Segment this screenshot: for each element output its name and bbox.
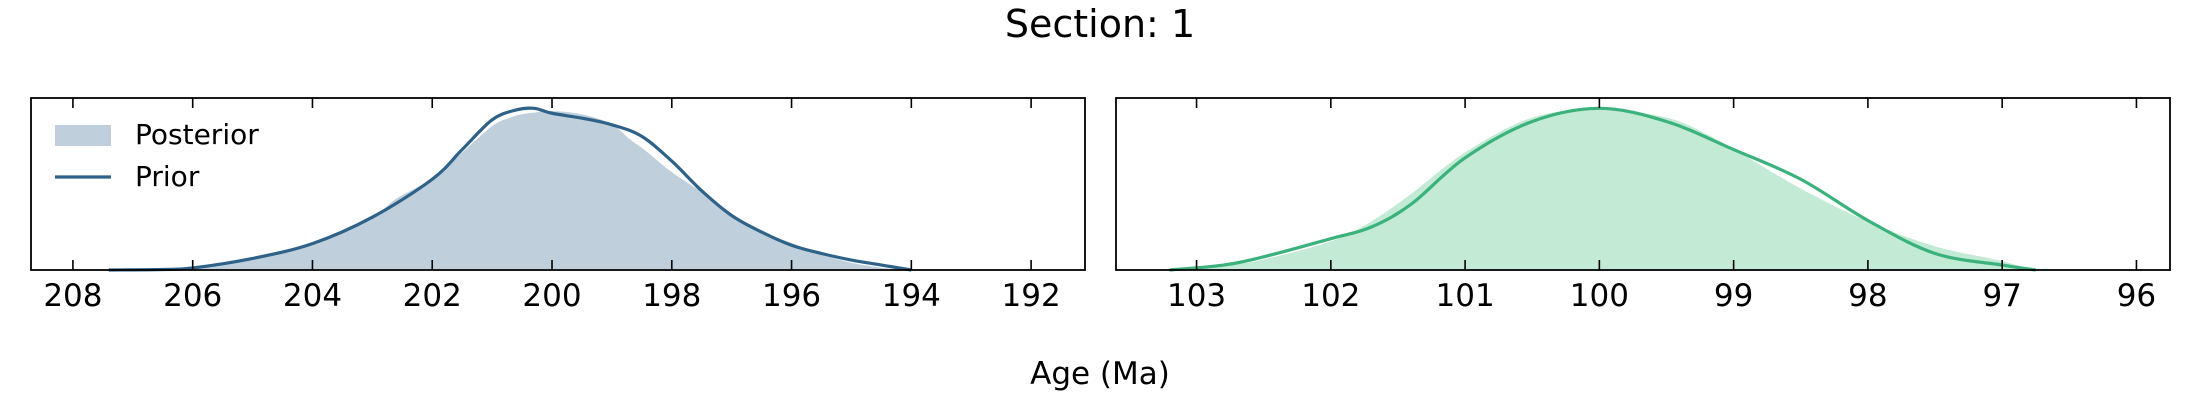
x-tick-label: 102 <box>1301 278 1360 314</box>
legend-posterior-swatch <box>55 125 111 146</box>
x-tick-label: 96 <box>2117 278 2156 314</box>
right-panel: 103 102 101 100 99 98 97 96 <box>1115 97 2171 314</box>
x-tick-label: 101 <box>1436 278 1495 314</box>
x-tick-label: 196 <box>762 278 821 314</box>
x-tick-label: 206 <box>163 278 222 314</box>
legend-prior-label: Prior <box>135 160 200 193</box>
x-tick-label: 204 <box>283 278 342 314</box>
prior-line <box>108 106 912 272</box>
plot-frame <box>30 97 1086 271</box>
figure-title: Section: 1 <box>1004 2 1196 46</box>
x-tick-label: 100 <box>1570 278 1629 314</box>
x-tick-label: 103 <box>1167 278 1226 314</box>
x-tick-label: 192 <box>1002 278 1061 314</box>
x-tick-label: 98 <box>1848 278 1887 314</box>
left-panel: 208 206 204 202 200 198 196 194 192 Posterior Prio… <box>30 97 1086 314</box>
x-axis-label: Age (Ma) <box>1030 356 1170 392</box>
prior-line <box>1169 106 2036 272</box>
x-tick-label: 198 <box>642 278 701 314</box>
posterior-area <box>108 108 912 271</box>
plot-frame <box>1115 97 2171 271</box>
x-tick-label: 194 <box>882 278 941 314</box>
x-tick-label: 208 <box>43 278 102 314</box>
x-tick-label: 200 <box>522 278 581 314</box>
x-tick-label: 202 <box>403 278 462 314</box>
x-tick-label: 97 <box>1982 278 2021 314</box>
x-tick-label: 99 <box>1714 278 1753 314</box>
legend-posterior-label: Posterior <box>135 118 259 151</box>
